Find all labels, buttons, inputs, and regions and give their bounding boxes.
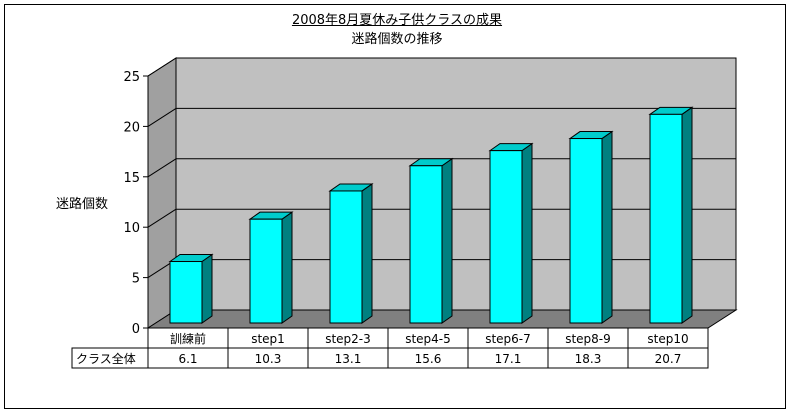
y-tick-label: 20: [123, 120, 140, 135]
bar-side: [361, 182, 373, 324]
data-label: 17.1: [495, 352, 522, 366]
bar-front: [649, 113, 683, 324]
x-tick-label: 訓練前: [170, 331, 206, 346]
data-label: 20.7: [655, 352, 682, 366]
bar-side: [681, 106, 693, 324]
chart-title: 2008年8月夏休み子供クラスの成果: [291, 13, 503, 28]
bar-front: [569, 138, 603, 324]
bar-front: [169, 261, 203, 324]
y-tick-label: 10: [123, 221, 140, 236]
x-tick-label: step2-3: [325, 332, 371, 346]
chart-frame: [4, 4, 786, 409]
bar-side: [441, 157, 453, 324]
bar-side: [281, 211, 293, 324]
chart-subtitle: 迷路個数の推移: [351, 32, 443, 47]
y-tick-label: 5: [132, 272, 140, 287]
bar: [568, 130, 614, 324]
bar-front: [409, 165, 443, 324]
data-label: 10.3: [255, 352, 282, 366]
bar: [648, 106, 694, 324]
y-tick-label: 0: [132, 322, 140, 337]
bar-front: [489, 150, 523, 324]
bar: [168, 253, 214, 324]
gridline-depth: [147, 158, 177, 178]
x-tick-label: step8-9: [565, 332, 611, 346]
y-tick-label: 15: [123, 171, 140, 186]
bar: [408, 157, 454, 324]
bar-side: [201, 253, 213, 324]
data-table-value-row: [71, 347, 709, 369]
bar: [248, 211, 294, 324]
data-label: 15.6: [415, 352, 442, 366]
data-label: 6.1: [178, 352, 197, 366]
gridline-depth: [147, 107, 177, 127]
series-name-label: クラス全体: [76, 351, 136, 366]
data-label: 18.3: [575, 352, 602, 366]
bar-front: [329, 190, 363, 324]
bar: [328, 182, 374, 324]
bar-side: [521, 142, 533, 324]
y-tick-label: 25: [123, 70, 140, 85]
x-tick-label: step4-5: [405, 332, 451, 346]
x-tick-label: step1: [251, 332, 285, 346]
x-tick-label: step10: [647, 332, 688, 346]
y-axis-label: 迷路個数: [56, 197, 109, 212]
x-tick-label: step6-7: [485, 332, 531, 346]
gridline-depth: [147, 208, 177, 228]
data-label: 13.1: [335, 352, 362, 366]
bar-side: [601, 130, 613, 324]
bar: [488, 142, 534, 324]
gridline-depth: [147, 57, 177, 77]
bar-front: [249, 218, 283, 324]
